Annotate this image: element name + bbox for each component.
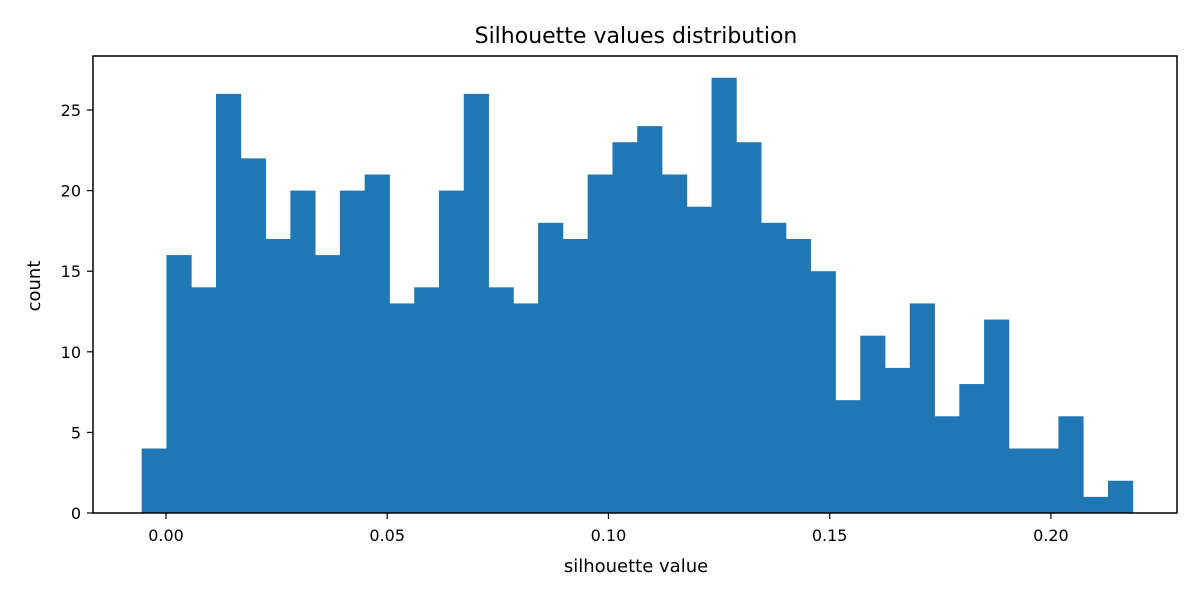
x-tick-label: 0.05	[369, 526, 405, 545]
histogram-bar	[661, 174, 688, 514]
histogram-bar	[761, 222, 787, 513]
histogram-bar	[736, 142, 762, 514]
x-tick-label: 0.00	[148, 526, 184, 545]
histogram-bar	[909, 303, 935, 513]
y-axis-label: count	[24, 261, 45, 312]
histogram-bar	[439, 190, 465, 513]
histogram-bar	[810, 271, 836, 513]
histogram-bar	[984, 319, 1010, 513]
histogram-bar	[959, 384, 985, 513]
histogram-bar	[1083, 496, 1109, 513]
histogram-bar	[538, 222, 564, 513]
y-tick-label: 20	[61, 182, 81, 201]
x-tick-label: 0.20	[1033, 526, 1069, 545]
histogram-bar	[587, 174, 613, 514]
histogram-bar	[216, 93, 242, 513]
bars	[141, 77, 1134, 514]
y-tick-label: 25	[61, 101, 81, 120]
histogram-bar	[835, 400, 861, 513]
y-tick-label: 0	[71, 504, 81, 523]
histogram-bar	[1033, 448, 1059, 513]
histogram-bar	[166, 255, 192, 513]
histogram-bar	[315, 255, 341, 513]
histogram-bar	[265, 238, 291, 513]
x-axis-ticks: 0.00 0.05 0.10 0.15 0.20	[148, 513, 1069, 545]
histogram-bar	[711, 77, 737, 513]
chart-title: Silhouette values distribution	[475, 24, 798, 49]
x-tick-label: 0.15	[812, 526, 848, 545]
histogram-bar	[488, 287, 514, 513]
y-tick-label: 5	[71, 423, 81, 442]
histogram-bar	[414, 287, 440, 513]
histogram-bar	[290, 190, 316, 513]
histogram-bar	[463, 93, 489, 513]
histogram-bar	[884, 367, 911, 513]
y-tick-label: 10	[61, 343, 81, 362]
histogram-bar	[612, 142, 638, 514]
histogram-bar	[191, 287, 217, 513]
histogram-bar	[339, 190, 366, 513]
x-tick-label: 0.10	[591, 526, 627, 545]
histogram-bar	[513, 303, 539, 513]
histogram-bar	[1107, 480, 1134, 513]
histogram-bar	[934, 416, 960, 513]
histogram-bar	[364, 174, 390, 514]
y-axis-ticks: 0 5 10 15 20 25	[61, 101, 93, 523]
histogram-bar	[240, 158, 266, 514]
histogram-bar	[686, 206, 712, 513]
histogram-bar	[562, 238, 589, 513]
histogram-bar	[860, 335, 886, 513]
histogram-bar	[389, 303, 415, 513]
histogram-bar	[141, 448, 167, 513]
histogram-bar	[1058, 416, 1084, 513]
histogram-bar	[785, 238, 812, 513]
plot-frame	[92, 55, 1178, 514]
y-tick-label: 15	[61, 262, 81, 281]
histogram-bar	[637, 126, 663, 514]
histogram-bar	[1008, 448, 1035, 513]
x-axis-label: silhouette value	[564, 556, 708, 577]
